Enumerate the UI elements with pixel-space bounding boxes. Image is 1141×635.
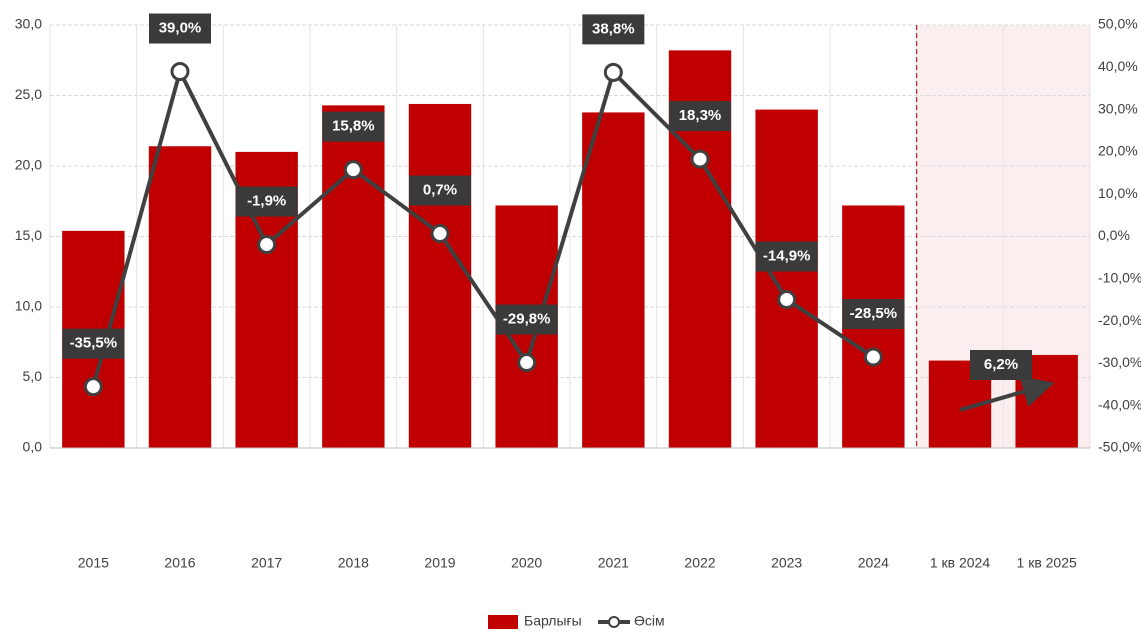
label-box bbox=[582, 14, 645, 45]
x-tick-label: 2021 bbox=[598, 555, 629, 571]
growth-label: -14,9% bbox=[763, 247, 811, 264]
growth-label: -1,9% bbox=[247, 193, 286, 210]
bar bbox=[582, 112, 645, 449]
bar-label: 23,8 bbox=[599, 463, 628, 480]
x-tick-label: 2024 bbox=[858, 555, 889, 571]
growth-label: 39,0% bbox=[159, 19, 202, 36]
x-tick-label: 2015 bbox=[78, 555, 109, 571]
bar-label: 28,2 bbox=[685, 463, 714, 480]
growth-point bbox=[257, 235, 277, 255]
x-tick-label: 1 кв 2025 bbox=[1017, 555, 1077, 571]
growth-point bbox=[343, 160, 363, 180]
label-box bbox=[755, 241, 818, 272]
y2-tick-label: 0,0% bbox=[1098, 227, 1130, 243]
x-tick-label: 2017 bbox=[251, 555, 282, 571]
y2-tick-label: -30,0% bbox=[1098, 354, 1141, 370]
y2-tick-label: 30,0% bbox=[1098, 100, 1138, 116]
growth-point bbox=[690, 149, 710, 169]
x-tick-label: 1 кв 2024 bbox=[930, 555, 990, 571]
annotation-arrow bbox=[959, 376, 1055, 412]
y2-tick-label: -40,0% bbox=[1098, 396, 1141, 412]
legend-label: Өсім bbox=[634, 613, 665, 629]
y2-tick-label: 50,0% bbox=[1098, 16, 1138, 32]
legend-marker bbox=[608, 616, 620, 628]
y-tick-label: 25,0 bbox=[15, 86, 42, 102]
y2-tick-label: 40,0% bbox=[1098, 58, 1138, 74]
bar-label: 17,2 bbox=[859, 463, 888, 480]
x-tick-label: 2018 bbox=[338, 555, 369, 571]
bar-label: 21,0 bbox=[252, 463, 281, 480]
growth-label: -28,5% bbox=[850, 305, 898, 322]
x-tick-label: 2022 bbox=[684, 555, 715, 571]
bar-label: 15,4 bbox=[79, 463, 109, 480]
y2-tick-label: -10,0% bbox=[1098, 270, 1141, 286]
x-tick-label: 2020 bbox=[511, 555, 542, 571]
bar bbox=[148, 146, 212, 448]
growth-point bbox=[777, 290, 797, 310]
label-box bbox=[149, 13, 211, 44]
x-tick-label: 2016 bbox=[164, 555, 195, 571]
growth-point bbox=[170, 62, 190, 82]
label-box bbox=[495, 304, 558, 335]
legend-label: Барлығы bbox=[524, 613, 582, 629]
bar bbox=[322, 105, 385, 449]
x-tick-label: 2019 bbox=[424, 555, 455, 571]
bar-label: 24,0 bbox=[772, 463, 801, 480]
y-tick-label: 0,0 bbox=[23, 439, 43, 455]
label-box bbox=[669, 101, 731, 132]
annotation: 6,2% bbox=[984, 356, 1018, 373]
label-box bbox=[62, 328, 125, 359]
label-box bbox=[842, 299, 905, 330]
y-tick-label: 30,0 bbox=[15, 16, 42, 32]
y-tick-label: 15,0 bbox=[15, 227, 42, 243]
bar bbox=[408, 103, 472, 449]
growth-point bbox=[83, 377, 103, 397]
y-tick-label: 20,0 bbox=[15, 157, 42, 173]
legend-swatch bbox=[488, 615, 518, 629]
growth-line bbox=[91, 65, 875, 388]
bar-label: 24,3 bbox=[339, 463, 368, 480]
growth-label: 15,8% bbox=[332, 118, 375, 135]
label-box bbox=[409, 175, 471, 206]
growth-label: -35,5% bbox=[70, 335, 118, 352]
label-box bbox=[235, 186, 298, 217]
bar-label: 24,4 bbox=[425, 463, 455, 480]
growth-label: -29,8% bbox=[503, 311, 551, 328]
y-tick-label: 5,0 bbox=[23, 368, 43, 384]
bar bbox=[755, 109, 818, 448]
y2-tick-label: -50,0% bbox=[1098, 439, 1141, 455]
growth-label: 0,7% bbox=[423, 182, 457, 199]
y-tick-label: 10,0 bbox=[15, 298, 42, 314]
growth-label: 18,3% bbox=[679, 107, 722, 124]
growth-point bbox=[430, 224, 450, 244]
growth-point bbox=[517, 353, 537, 373]
bar-label: 6,6 bbox=[1036, 463, 1057, 480]
y2-tick-label: -20,0% bbox=[1098, 312, 1141, 328]
y2-tick-label: 10,0% bbox=[1098, 185, 1138, 201]
growth-label: 38,8% bbox=[592, 20, 635, 37]
growth-point bbox=[863, 347, 883, 367]
y2-tick-label: 20,0% bbox=[1098, 143, 1138, 159]
x-tick-label: 2023 bbox=[771, 555, 802, 571]
bar-label: 17,2 bbox=[512, 463, 541, 480]
label-box bbox=[970, 350, 1032, 380]
growth-point bbox=[603, 62, 623, 82]
bar-label: 6,2 bbox=[950, 463, 971, 480]
label-box bbox=[322, 111, 385, 142]
bar-label: 21,4 bbox=[165, 463, 195, 480]
